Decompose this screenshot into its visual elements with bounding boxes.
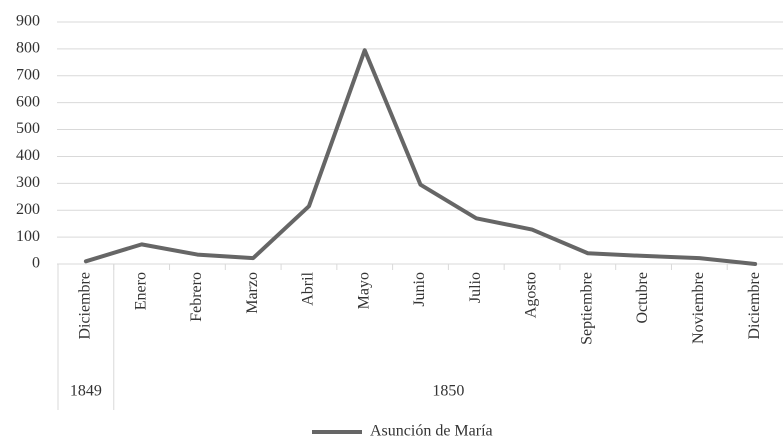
y-tick-label: 800: [16, 40, 40, 57]
x-tick-label: Diciembre: [77, 272, 94, 340]
y-tick-label: 100: [16, 228, 40, 245]
y-tick-label: 0: [32, 255, 40, 272]
y-tick-label: 600: [16, 93, 40, 110]
y-tick-label: 700: [16, 66, 40, 83]
y-tick-label: 900: [16, 13, 40, 30]
group-label: 1850: [432, 383, 464, 400]
x-tick-label: Julio: [467, 272, 484, 303]
y-tick-label: 500: [16, 120, 40, 137]
x-tick-label: Junio: [411, 272, 428, 307]
y-tick-label: 200: [16, 201, 40, 218]
x-tick-label: Enero: [132, 272, 149, 310]
x-tick-label: Diciembre: [746, 272, 763, 340]
y-tick-label: 400: [16, 147, 40, 164]
group-label: 1849: [70, 383, 102, 400]
x-tick-label: Febrero: [188, 272, 205, 322]
x-tick-label: Septiembre: [578, 272, 595, 345]
x-tick-label: Marzo: [244, 272, 261, 314]
legend-label: Asunción de María: [370, 423, 493, 440]
x-tick-label: Mayo: [355, 272, 372, 309]
x-tick-label: Agosto: [523, 272, 540, 318]
data-line: [83, 48, 758, 266]
y-tick-label: 300: [16, 174, 40, 191]
x-tick-label: Noviembre: [690, 272, 707, 344]
x-tick-label: Octubre: [634, 272, 651, 324]
x-tick-label: Abril: [300, 271, 317, 305]
